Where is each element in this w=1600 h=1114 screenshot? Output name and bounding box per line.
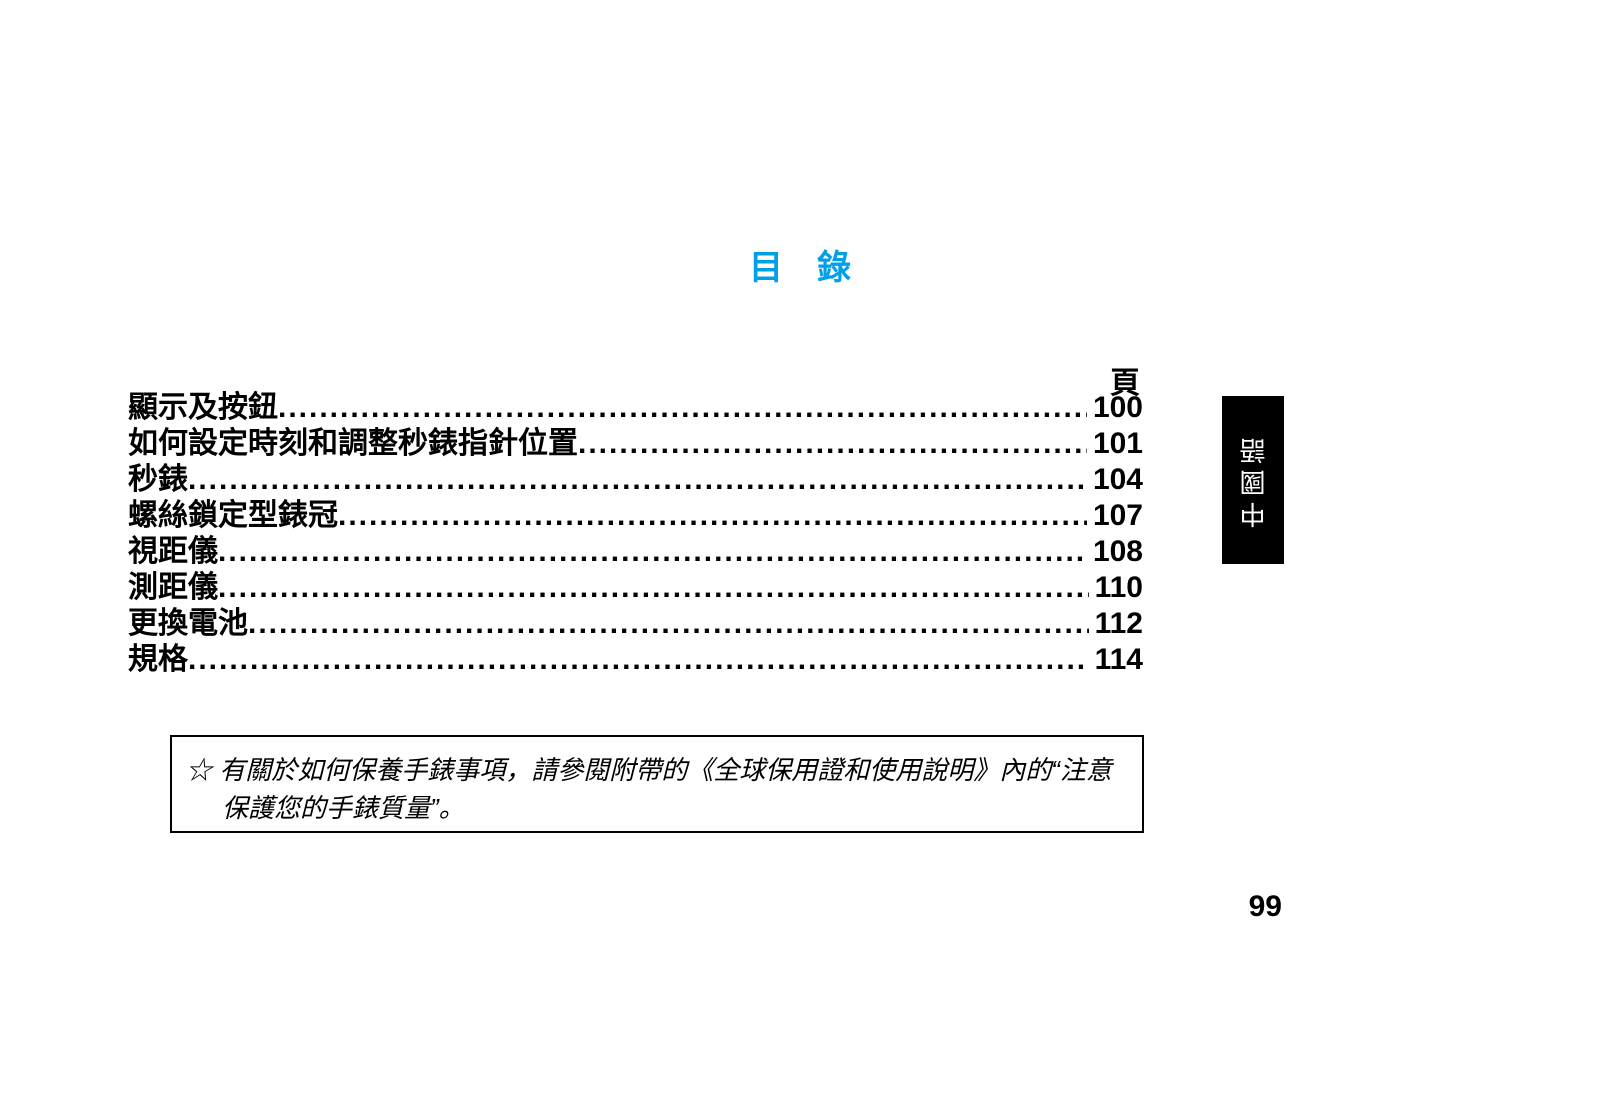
side-tab-label: 中國語: [1235, 432, 1272, 528]
toc-item-page: 108: [1087, 534, 1143, 570]
toc-leader-dots: ........................................…: [218, 570, 1089, 606]
toc-item-page: 100: [1087, 390, 1143, 426]
toc-item-title: 如何設定時刻和調整秒錶指針位置: [128, 426, 578, 462]
toc-leader-dots: ........................................…: [188, 462, 1087, 498]
toc-item-title: 視距儀: [128, 534, 218, 570]
document-page: 目 錄 頁 顯示及按鈕.............................…: [0, 0, 1600, 1114]
toc-item-page: 112: [1089, 606, 1143, 642]
toc-list: 顯示及按鈕...................................…: [128, 390, 1143, 678]
toc-leader-dots: ........................................…: [218, 534, 1087, 570]
toc-item-page: 114: [1089, 642, 1143, 678]
toc-item-title: 規格: [128, 642, 188, 678]
footnote-line-2: 保護您的手錶質量”。: [186, 789, 1128, 827]
page-number-text: 99: [1249, 890, 1282, 923]
toc-item-title: 更換電池: [128, 606, 248, 642]
toc-row: 視距儀.....................................…: [128, 534, 1143, 570]
toc-row: 顯示及按鈕...................................…: [128, 390, 1143, 426]
toc-item-page: 104: [1087, 462, 1143, 498]
toc-row: 規格......................................…: [128, 642, 1143, 678]
toc-leader-dots: ........................................…: [578, 426, 1087, 462]
toc-row: 螺絲鎖定型錶冠.................................…: [128, 498, 1143, 534]
footnote-line-1: ☆ 有關於如何保養手錶事項，請參閱附帶的《全球保用證和使用說明》內的“注意: [186, 751, 1128, 789]
footnote-box: ☆ 有關於如何保養手錶事項，請參閱附帶的《全球保用證和使用說明》內的“注意 保護…: [170, 735, 1144, 833]
toc-item-page: 110: [1089, 570, 1143, 606]
toc-item-title: 螺絲鎖定型錶冠: [128, 498, 338, 534]
toc-heading-text: 目 錄: [749, 249, 851, 287]
toc-item-page: 101: [1087, 426, 1143, 462]
toc-row: 測距儀.....................................…: [128, 570, 1143, 606]
toc-item-title: 顯示及按鈕: [128, 390, 278, 426]
toc-heading: 目 錄: [0, 240, 1600, 289]
toc-row: 更換電池....................................…: [128, 606, 1143, 642]
toc-leader-dots: ........................................…: [248, 606, 1089, 642]
toc-item-title: 測距儀: [128, 570, 218, 606]
side-tab: 中國語: [1222, 396, 1284, 564]
toc-row: 如何設定時刻和調整秒錶指針位置.........................…: [128, 426, 1143, 462]
page-number: 99: [1249, 890, 1282, 924]
toc-row: 秒錶......................................…: [128, 462, 1143, 498]
toc-leader-dots: ........................................…: [188, 642, 1089, 678]
toc-leader-dots: ........................................…: [338, 498, 1087, 534]
toc-item-page: 107: [1087, 498, 1143, 534]
toc-item-title: 秒錶: [128, 462, 188, 498]
toc-leader-dots: ........................................…: [278, 390, 1087, 426]
